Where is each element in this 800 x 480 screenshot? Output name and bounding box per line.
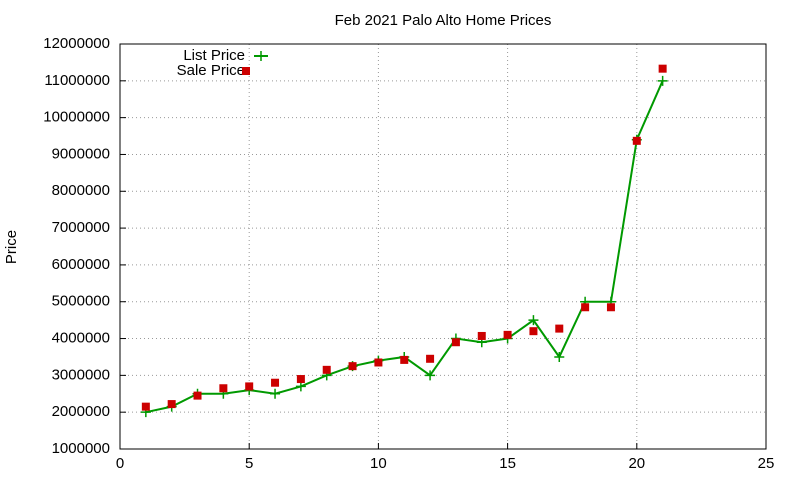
x-tick-label: 5 [245, 455, 253, 472]
data-point [167, 400, 176, 409]
chart-title: Feb 2021 Palo Alto Home Prices [335, 12, 552, 29]
data-point [477, 331, 486, 340]
data-point [219, 384, 228, 393]
data-point [528, 315, 539, 326]
legend-label: List Price [183, 47, 245, 64]
data-point [632, 136, 641, 145]
data-point [348, 362, 357, 371]
legend-sample [256, 51, 266, 61]
x-tick-label: 0 [116, 455, 124, 472]
y-tick-label: 10000000 [43, 109, 110, 126]
y-tick-label: 9000000 [52, 145, 110, 162]
y-tick-label: 2000000 [52, 403, 110, 420]
data-point [503, 330, 512, 339]
data-point [400, 355, 409, 364]
y-tick-label: 7000000 [52, 219, 110, 236]
data-point [529, 327, 538, 336]
data-point [295, 381, 306, 392]
data-point [554, 351, 565, 362]
x-tick-label: 25 [758, 455, 775, 472]
x-tick-label: 20 [628, 455, 645, 472]
y-tick-label: 1000000 [52, 440, 110, 457]
data-point [555, 324, 564, 333]
y-axis-label: Price [3, 230, 20, 264]
data-point [193, 391, 202, 400]
data-point [271, 378, 280, 387]
y-tick-label: 12000000 [43, 35, 110, 52]
data-point [322, 365, 331, 374]
y-tick-label: 4000000 [52, 330, 110, 347]
data-point [141, 402, 150, 411]
y-tick-label: 11000000 [44, 72, 110, 89]
x-tick-label: 15 [499, 455, 516, 472]
legend-sample [242, 67, 250, 75]
data-point [606, 303, 615, 312]
plot-border [119, 43, 767, 450]
data-point [581, 303, 590, 312]
data-point [451, 338, 460, 347]
data-point [296, 375, 305, 384]
y-tick-label: 8000000 [52, 182, 110, 199]
x-tick-label: 10 [370, 455, 387, 472]
y-tick-label: 6000000 [52, 256, 110, 273]
data-point [270, 388, 281, 399]
data-point [374, 358, 383, 367]
y-tick-label: 5000000 [52, 293, 110, 310]
data-point [657, 75, 668, 86]
legend-label: Sale Price [177, 62, 245, 79]
data-point [658, 64, 667, 73]
y-tick-label: 3000000 [52, 366, 110, 383]
data-point [245, 382, 254, 391]
data-point [426, 354, 435, 363]
data-point [425, 370, 436, 381]
